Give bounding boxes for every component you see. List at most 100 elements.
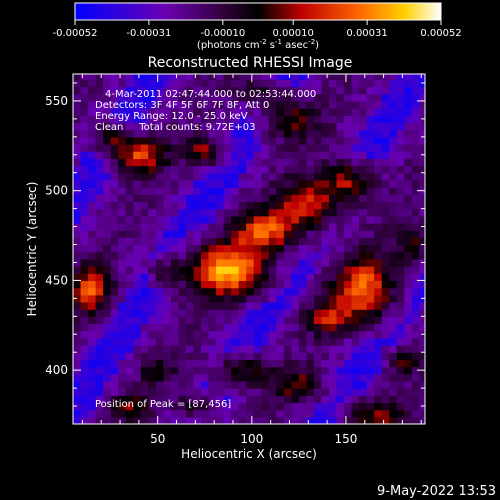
heatmap-cell <box>253 136 262 145</box>
heatmap-cell <box>140 287 149 296</box>
heatmap-cell <box>389 136 398 145</box>
heatmap-cell <box>163 273 172 282</box>
heatmap-cell <box>73 316 82 325</box>
heatmap-cell <box>351 79 360 88</box>
heatmap-cell <box>185 352 195 360</box>
heatmap-cell <box>208 373 217 382</box>
heatmap-cell <box>178 237 187 246</box>
heatmap-cell <box>73 287 82 296</box>
heatmap-cell <box>329 93 338 102</box>
heatmap-cell <box>291 144 300 152</box>
heatmap-cell <box>268 93 277 102</box>
heatmap-cell <box>238 251 247 260</box>
heatmap-cell <box>223 258 232 267</box>
heatmap-cell <box>336 100 345 109</box>
heatmap-cell <box>88 352 97 360</box>
heatmap-cell <box>208 244 217 253</box>
heatmap-cell <box>163 129 172 138</box>
heatmap-cell <box>329 100 338 109</box>
heatmap-cell <box>231 251 240 260</box>
heatmap-cell <box>359 115 368 124</box>
heatmap-cell <box>193 201 202 210</box>
heatmap-cell <box>118 388 127 396</box>
heatmap-cell <box>381 215 390 224</box>
heatmap-cell <box>389 194 398 203</box>
heatmap-cell <box>344 115 353 124</box>
heatmap-cell <box>298 237 308 246</box>
heatmap-cell <box>261 388 270 396</box>
heatmap-cell <box>359 194 368 203</box>
heatmap-cell <box>261 273 270 282</box>
heatmap-cell <box>185 345 195 353</box>
heatmap-cell <box>291 230 300 238</box>
heatmap-cell <box>201 237 210 246</box>
heatmap-cell <box>389 301 398 310</box>
heatmap-cell <box>185 122 195 131</box>
heatmap-cell <box>411 215 420 224</box>
heatmap-cell <box>231 388 240 396</box>
heatmap-cell <box>208 222 217 231</box>
heatmap-cell <box>155 266 164 274</box>
heatmap-cell <box>103 108 112 116</box>
heatmap-cell <box>389 280 398 289</box>
heatmap-cell <box>140 158 149 167</box>
heatmap-cell <box>163 359 172 368</box>
heatmap-cell <box>95 86 104 95</box>
heatmap-cell <box>359 215 368 224</box>
heatmap-cell <box>261 129 270 138</box>
heatmap-cell <box>291 237 300 246</box>
heatmap-cell <box>389 100 398 109</box>
heatmap-cell <box>238 74 247 80</box>
heatmap-cell <box>329 287 338 296</box>
heatmap-cell <box>155 352 164 360</box>
heatmap-cell <box>329 323 338 332</box>
heatmap-cell <box>170 230 180 238</box>
heatmap-cell <box>374 151 383 159</box>
heatmap-cell <box>336 416 345 424</box>
heatmap-cell <box>80 373 89 382</box>
heatmap-cell <box>276 345 285 353</box>
heatmap-cell <box>155 287 164 296</box>
heatmap-cell <box>238 165 247 174</box>
heatmap-cell <box>366 122 375 131</box>
heatmap-cell <box>80 86 89 95</box>
heatmap-cell <box>253 323 262 332</box>
heatmap-cell <box>329 352 338 360</box>
heatmap-cell <box>329 244 338 253</box>
heatmap-cell <box>396 222 405 231</box>
heatmap-cell <box>155 416 164 424</box>
heatmap-cell <box>298 151 308 159</box>
heatmap-cell <box>125 251 134 260</box>
heatmap-cell <box>148 380 157 389</box>
heatmap-cell <box>381 258 390 267</box>
heatmap-cell <box>359 86 368 95</box>
heatmap-cell <box>238 172 247 181</box>
heatmap-cell <box>336 287 345 296</box>
heatmap-cell <box>298 179 308 188</box>
heatmap-cell <box>170 222 180 231</box>
heatmap-cell <box>313 194 323 203</box>
heatmap-cell <box>336 208 345 217</box>
heatmap-cell <box>396 230 405 238</box>
heatmap-cell <box>261 309 270 317</box>
heatmap-cell <box>276 100 285 109</box>
heatmap-cell <box>193 194 202 203</box>
heatmap-cell <box>419 323 425 332</box>
heatmap-cell <box>344 258 353 267</box>
heatmap-cell <box>253 86 262 95</box>
heatmap-cell <box>193 330 202 339</box>
heatmap-cell <box>283 194 292 203</box>
heatmap-cell <box>80 165 89 174</box>
heatmap-cell <box>374 409 383 418</box>
heatmap-cell <box>298 144 308 152</box>
heatmap-cell <box>238 273 247 282</box>
heatmap-cell <box>163 301 172 310</box>
heatmap-cell <box>246 144 255 152</box>
heatmap-cell <box>178 244 187 253</box>
heatmap-cell <box>336 337 345 346</box>
heatmap-cell <box>366 273 375 282</box>
heatmap-cell <box>110 108 119 116</box>
annotation-time: 4-Mar-2011 02:47:44.000 to 02:53:44.000 <box>105 89 316 100</box>
heatmap-cell <box>88 237 97 246</box>
heatmap-cell <box>216 151 225 159</box>
